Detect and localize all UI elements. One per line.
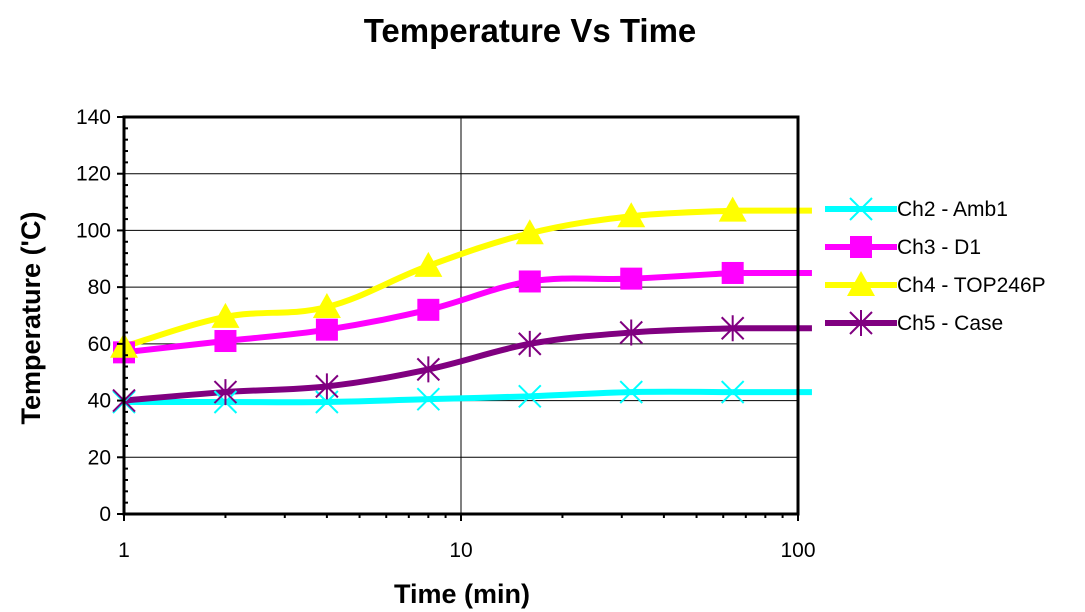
legend-marker	[847, 271, 875, 296]
data-point	[417, 298, 440, 321]
data-point	[315, 373, 339, 400]
data-point	[721, 261, 744, 284]
axis-tick-labels: 0 20 40 60 80 100 120 140 1 10 100	[76, 106, 816, 562]
x-axis-title: Time (min)	[394, 579, 530, 609]
data-point	[617, 202, 646, 228]
y-tick-label: 60	[88, 333, 111, 356]
data-point	[414, 251, 443, 277]
data-point	[416, 356, 441, 383]
data-point	[619, 380, 643, 404]
legend-label: Ch5 - Case	[897, 312, 1003, 335]
legend-marker	[849, 197, 873, 221]
y-tick-label: 100	[76, 219, 111, 242]
y-tick-label: 140	[76, 106, 111, 129]
y-tick-label: 80	[88, 276, 111, 299]
legend-label: Ch4 - TOP246P	[897, 274, 1046, 297]
x-tick-label: 10	[449, 539, 472, 562]
data-point	[620, 267, 643, 290]
data-point	[416, 387, 441, 411]
legend-label: Ch2 - Amb1	[897, 198, 1008, 221]
data-point	[214, 330, 237, 353]
data-markers	[110, 196, 747, 414]
data-point	[211, 302, 240, 328]
y-tick-label: 120	[76, 163, 111, 186]
legend-marker	[850, 236, 872, 258]
data-point	[312, 292, 341, 318]
legend-marker	[849, 310, 873, 336]
data-point	[213, 379, 238, 406]
data-point	[720, 380, 745, 404]
chart-title: Temperature Vs Time	[364, 12, 697, 49]
y-tick-label: 40	[88, 390, 111, 413]
x-tick-label: 1	[118, 539, 130, 562]
x-tick-label: 100	[780, 539, 815, 562]
data-point	[718, 196, 747, 222]
data-point	[518, 384, 542, 409]
data-point	[518, 270, 541, 293]
data-point	[515, 219, 544, 245]
data-point	[315, 318, 338, 341]
y-tick-label: 0	[99, 503, 111, 526]
axis-ticks	[117, 116, 799, 521]
y-axis-title: Temperature ('C)	[16, 212, 46, 425]
legend: Ch2 - Amb1 Ch3 - D1 Ch4 - TOP246P Ch5 - Cas…	[825, 197, 1046, 336]
data-point	[518, 330, 542, 357]
legend-label: Ch3 - D1	[897, 236, 981, 259]
data-point	[720, 315, 745, 342]
data-point	[619, 319, 643, 346]
y-tick-label: 20	[88, 446, 111, 469]
